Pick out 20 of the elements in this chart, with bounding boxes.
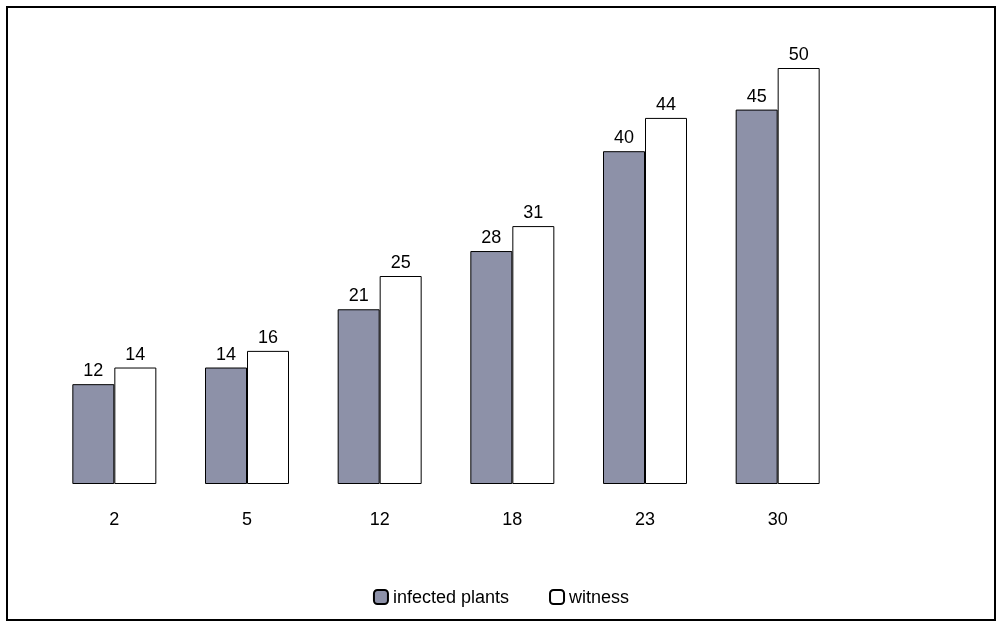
x-tick-label: 23 <box>634 509 656 529</box>
data-label: 21 <box>348 285 369 306</box>
data-label: 14 <box>215 343 237 364</box>
data-label: 40 <box>613 127 635 148</box>
data-label: 16 <box>257 326 279 347</box>
data-label: 45 <box>746 85 767 106</box>
data-label: 12 <box>83 360 104 381</box>
data-label: 25 <box>390 252 411 272</box>
data-label: 50 <box>788 44 809 64</box>
x-tick-label: 30 <box>767 509 788 529</box>
legend-label: witness <box>568 587 630 607</box>
data-label: 14 <box>125 343 146 364</box>
legend-label: infected plants <box>392 587 510 607</box>
data-label: 44 <box>655 93 677 114</box>
x-tick-label: 5 <box>241 509 253 529</box>
data-label: 31 <box>523 202 544 223</box>
x-tick-label: 12 <box>369 509 390 529</box>
x-tick-label: 18 <box>502 509 523 529</box>
x-tick-label: 2 <box>109 509 120 529</box>
data-label: 28 <box>481 227 502 248</box>
